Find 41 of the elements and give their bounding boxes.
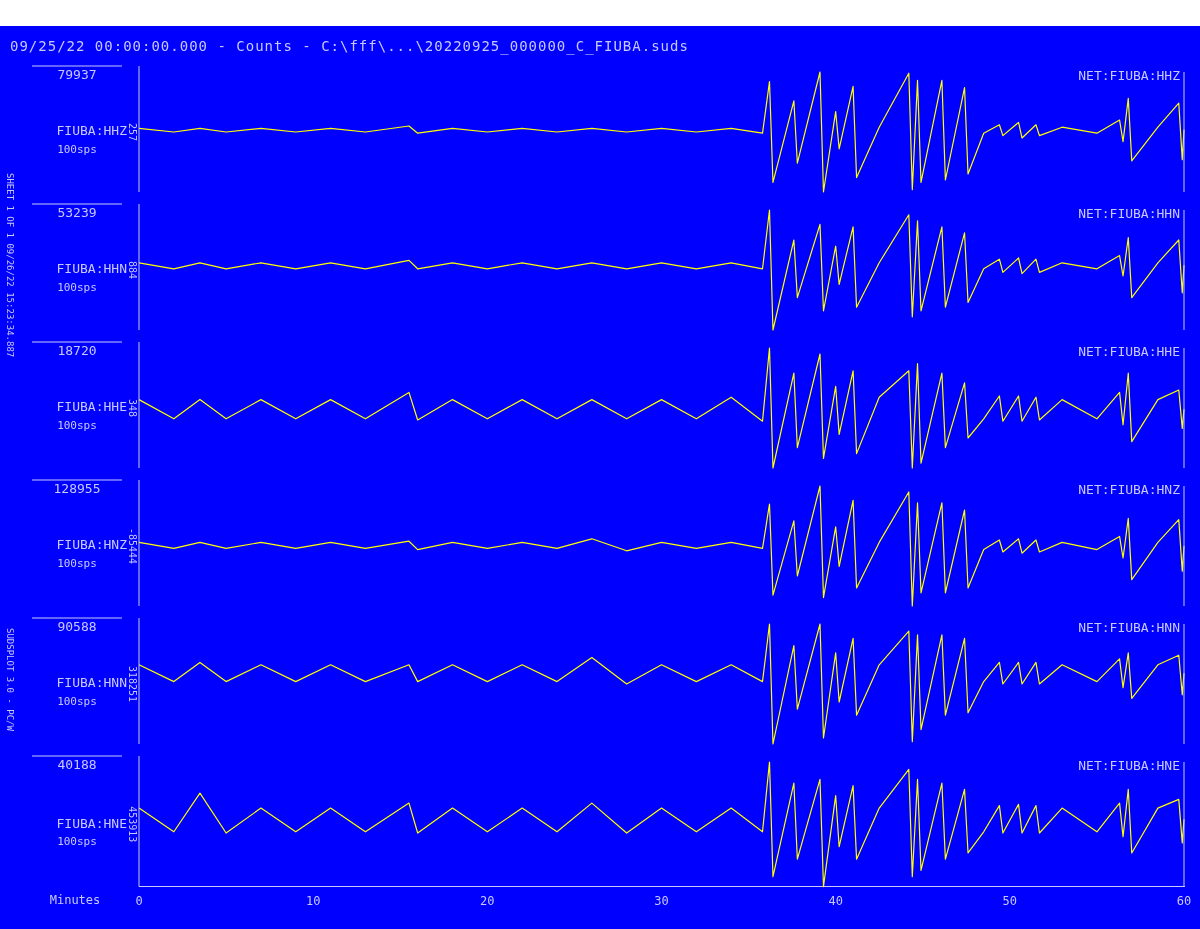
text: 100sps: [57, 418, 97, 432]
x-tick-label: 30: [654, 893, 669, 908]
text: 18720: [57, 342, 97, 358]
text: FIUBA:HNZ: [56, 537, 128, 553]
text: SHEET 1 OF 1 09/26/22 15:23:34.887: [4, 171, 16, 360]
x-tick-label: 60: [1176, 893, 1192, 908]
text: -85444: [127, 527, 139, 565]
text: 100sps: [57, 142, 97, 156]
text: 128955: [53, 480, 101, 496]
text: FIUBA:HHN: [56, 261, 127, 277]
annotation: NET:FIUBA:HHE: [1078, 343, 1180, 359]
text: 40188: [57, 756, 97, 772]
text: 79937: [57, 66, 97, 82]
text: 453913: [127, 806, 139, 843]
chart-title: 09/25/22 00:00:00.000 - Counts - C:\fff\...\20220925_000000_C_FIUBA.suds: [9, 37, 690, 57]
text: 318251: [127, 665, 139, 703]
annotation: NET:FIUBA:HHN: [1078, 205, 1180, 221]
annotation: NET:FIUBA:HNN: [1078, 619, 1180, 635]
text: 90588: [57, 618, 97, 634]
text: 100sps: [57, 556, 97, 570]
text: 884: [127, 260, 139, 280]
x-tick-label: 40: [828, 893, 843, 908]
annotation: NET:FIUBA:HNE: [1078, 757, 1180, 773]
text: FIUBA:HHZ: [56, 123, 128, 139]
text: SUDSPLOT 3.0 - PC/W: [4, 626, 16, 733]
x-tick-label: 50: [1002, 893, 1018, 908]
text: 53239: [57, 204, 97, 220]
annotation: NET:FIUBA:HNZ: [1078, 481, 1181, 497]
text: 100sps: [57, 280, 97, 294]
text: FIUBA:HHE: [56, 399, 127, 415]
text: 100sps: [57, 835, 97, 849]
text: 257: [127, 122, 139, 142]
x-axis-title: Minutes: [49, 892, 101, 907]
annotation: NET:FIUBA:HHZ: [1078, 67, 1181, 83]
x-tick-label: 0: [135, 893, 143, 908]
x-tick-label: 20: [480, 893, 495, 908]
x-tick-label: 10: [305, 893, 321, 908]
text: 348: [127, 398, 139, 418]
text: 100sps: [57, 694, 97, 708]
text: FIUBA:HNE: [56, 815, 127, 831]
text: FIUBA:HNN: [56, 675, 127, 691]
